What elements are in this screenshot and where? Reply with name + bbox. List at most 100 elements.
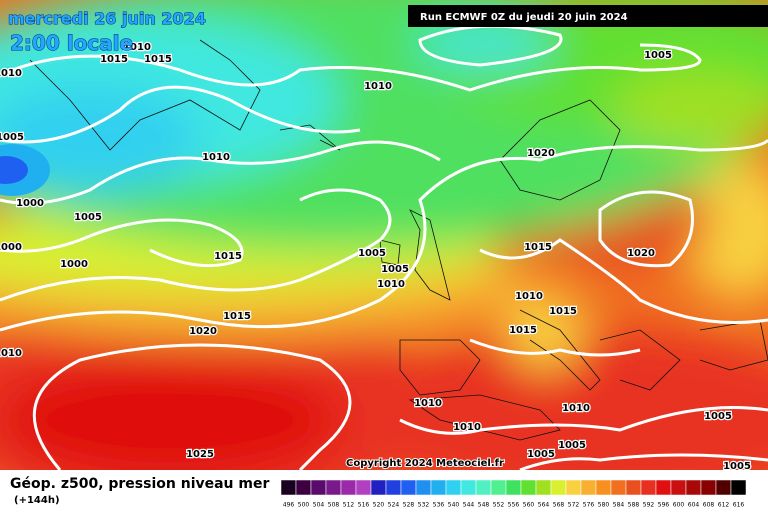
scale-swatch bbox=[430, 479, 447, 496]
scale-label: 596 bbox=[658, 502, 670, 509]
scale-swatch bbox=[520, 479, 537, 496]
scale-label: 500 bbox=[298, 502, 310, 509]
isobar-label: 1010 bbox=[562, 403, 590, 414]
isobar-label: 1020 bbox=[627, 248, 655, 259]
scale-label: 512 bbox=[343, 502, 355, 509]
scale-swatch bbox=[655, 479, 672, 496]
scale-label: 612 bbox=[718, 502, 730, 509]
isobar-label: 1015 bbox=[223, 311, 251, 322]
isobar-label: 1015 bbox=[214, 251, 242, 262]
scale-label: 552 bbox=[493, 502, 505, 509]
scale-label: 544 bbox=[463, 502, 475, 509]
isobar-label: 1010 bbox=[515, 291, 543, 302]
scale-label: 572 bbox=[568, 502, 580, 509]
lead-time: (+144h) bbox=[14, 495, 60, 506]
scale-label: 604 bbox=[688, 502, 700, 509]
scale-label: 520 bbox=[373, 502, 385, 509]
scale-label: 588 bbox=[628, 502, 640, 509]
scale-label: 576 bbox=[583, 502, 595, 509]
isobars bbox=[0, 24, 768, 470]
isobar-label: 1000 bbox=[16, 198, 44, 209]
scale-swatch bbox=[355, 479, 372, 496]
scale-label: 548 bbox=[478, 502, 490, 509]
isobar-label: 1005 bbox=[0, 132, 24, 143]
isobar-label: 1015 bbox=[509, 325, 537, 336]
scale-swatch bbox=[700, 479, 717, 496]
scale-swatch bbox=[385, 479, 402, 496]
scale-swatch bbox=[550, 479, 567, 496]
scale-swatch bbox=[565, 479, 582, 496]
isobar-label: 1010 bbox=[0, 68, 22, 79]
scale-swatch bbox=[370, 479, 387, 496]
scale-swatch bbox=[490, 479, 507, 496]
isobar-label: 1005 bbox=[558, 440, 586, 451]
isobar-label: 1015 bbox=[100, 54, 128, 65]
scale-label: 540 bbox=[448, 502, 460, 509]
scale-label: 608 bbox=[703, 502, 715, 509]
scale-swatch bbox=[325, 479, 342, 496]
isobar-label: 1010 bbox=[453, 422, 481, 433]
isobar-label: 1010 bbox=[414, 398, 442, 409]
scale-label: 560 bbox=[523, 502, 535, 509]
scale-label: 532 bbox=[418, 502, 430, 509]
isobar-label: 1005 bbox=[358, 248, 386, 259]
isobar-label: 1010 bbox=[377, 279, 405, 290]
isobar-labels: 1010101010151015101010051005101010201000… bbox=[0, 41, 752, 472]
scale-label: 528 bbox=[403, 502, 415, 509]
scale-label: 564 bbox=[538, 502, 550, 509]
scale-swatch bbox=[730, 479, 747, 496]
date: mercredi 26 juin 2024 bbox=[8, 9, 206, 28]
isobar-label: 1000 bbox=[60, 259, 88, 270]
scale-swatch bbox=[400, 479, 417, 496]
scale-swatch bbox=[535, 479, 552, 496]
scale-label: 600 bbox=[673, 502, 685, 509]
isobar-label: 1005 bbox=[74, 212, 102, 223]
scale-swatch bbox=[280, 479, 297, 496]
isobar-label: 1010 bbox=[364, 81, 392, 92]
isobar-label: 1000 bbox=[0, 242, 22, 253]
scale-label: 516 bbox=[358, 502, 370, 509]
isobar-label: 1005 bbox=[381, 264, 409, 275]
isobar-label: 1005 bbox=[644, 50, 672, 61]
scale-label: 580 bbox=[598, 502, 610, 509]
copyright: Copyright 2024 Meteociel.fr bbox=[346, 458, 504, 469]
isobar-label: 1005 bbox=[527, 449, 555, 460]
scale-swatch bbox=[640, 479, 657, 496]
scale-label: 496 bbox=[283, 502, 295, 509]
scale-swatch bbox=[685, 479, 702, 496]
isobar-label: 1005 bbox=[723, 461, 751, 472]
scale-swatch bbox=[715, 479, 732, 496]
scale-label: 556 bbox=[508, 502, 520, 509]
isobar-label: 1010 bbox=[123, 42, 151, 53]
scale-swatch bbox=[415, 479, 432, 496]
isobar-label: 1015 bbox=[524, 242, 552, 253]
isobar-label: 1020 bbox=[189, 326, 217, 337]
scale-label: 508 bbox=[328, 502, 340, 509]
run: Run ECMWF 0Z du jeudi 20 juin 2024 bbox=[420, 12, 628, 23]
isobar-label: 1010 bbox=[202, 152, 230, 163]
scale-label: 592 bbox=[643, 502, 655, 509]
time: 2:00 locale bbox=[10, 31, 133, 55]
scale-swatch bbox=[460, 479, 477, 496]
scale-swatch bbox=[340, 479, 357, 496]
legend-title: Géop. z500, pression niveau mer bbox=[10, 476, 269, 492]
scale-swatch bbox=[625, 479, 642, 496]
run-box bbox=[408, 5, 768, 27]
scale-swatch bbox=[475, 479, 492, 496]
scale-label: 616 bbox=[733, 502, 745, 509]
isobar-label: 1015 bbox=[144, 54, 172, 65]
color-scale: 496 500 504 508 512 516 520 524 528 532 536 540 544 5… bbox=[280, 479, 747, 509]
isobar-label: 1015 bbox=[549, 306, 577, 317]
scale-label: 524 bbox=[388, 502, 400, 509]
isobar-label: 1020 bbox=[527, 148, 555, 159]
isobar-label: 1005 bbox=[704, 411, 732, 422]
scale-swatch bbox=[610, 479, 627, 496]
scale-swatch bbox=[580, 479, 597, 496]
scale-swatch bbox=[505, 479, 522, 496]
scale-label: 584 bbox=[613, 502, 625, 509]
scale-swatch bbox=[670, 479, 687, 496]
isobar-label: 1010 bbox=[0, 348, 22, 359]
scale-swatch bbox=[295, 479, 312, 496]
